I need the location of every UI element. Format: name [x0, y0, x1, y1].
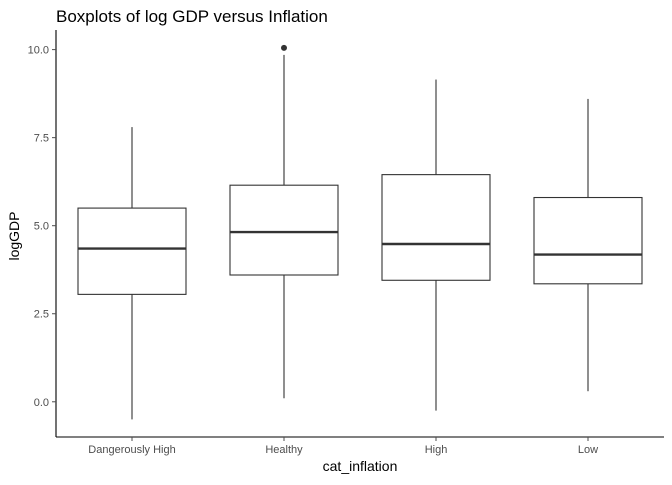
box-iqr [77, 207, 187, 295]
box-iqr [381, 174, 491, 281]
y-tick-label: 5.0 [34, 221, 49, 233]
y-tick-label: 0.0 [34, 397, 49, 409]
y-tick-label: 7.5 [34, 133, 49, 145]
x-tick-label: Dangerously High [88, 444, 175, 456]
box-iqr [229, 184, 339, 276]
x-tick-label: Healthy [265, 444, 303, 456]
box-iqr [533, 196, 643, 285]
plot-area: 0.0 2.5 5.0 7.5 10.0 Dangerously High Healthy H… [28, 30, 664, 456]
outlier-point [281, 44, 287, 51]
x-tick-label: High [425, 444, 448, 456]
x-axis-label: cat_inflation [323, 458, 398, 474]
y-axis-label: logGDP [6, 211, 22, 260]
chart-title: Boxplots of log GDP versus Inflation [56, 7, 328, 26]
y-tick-label: 10.0 [28, 45, 49, 57]
x-tick-label: Low [578, 444, 598, 456]
y-tick-label: 2.5 [34, 309, 49, 321]
